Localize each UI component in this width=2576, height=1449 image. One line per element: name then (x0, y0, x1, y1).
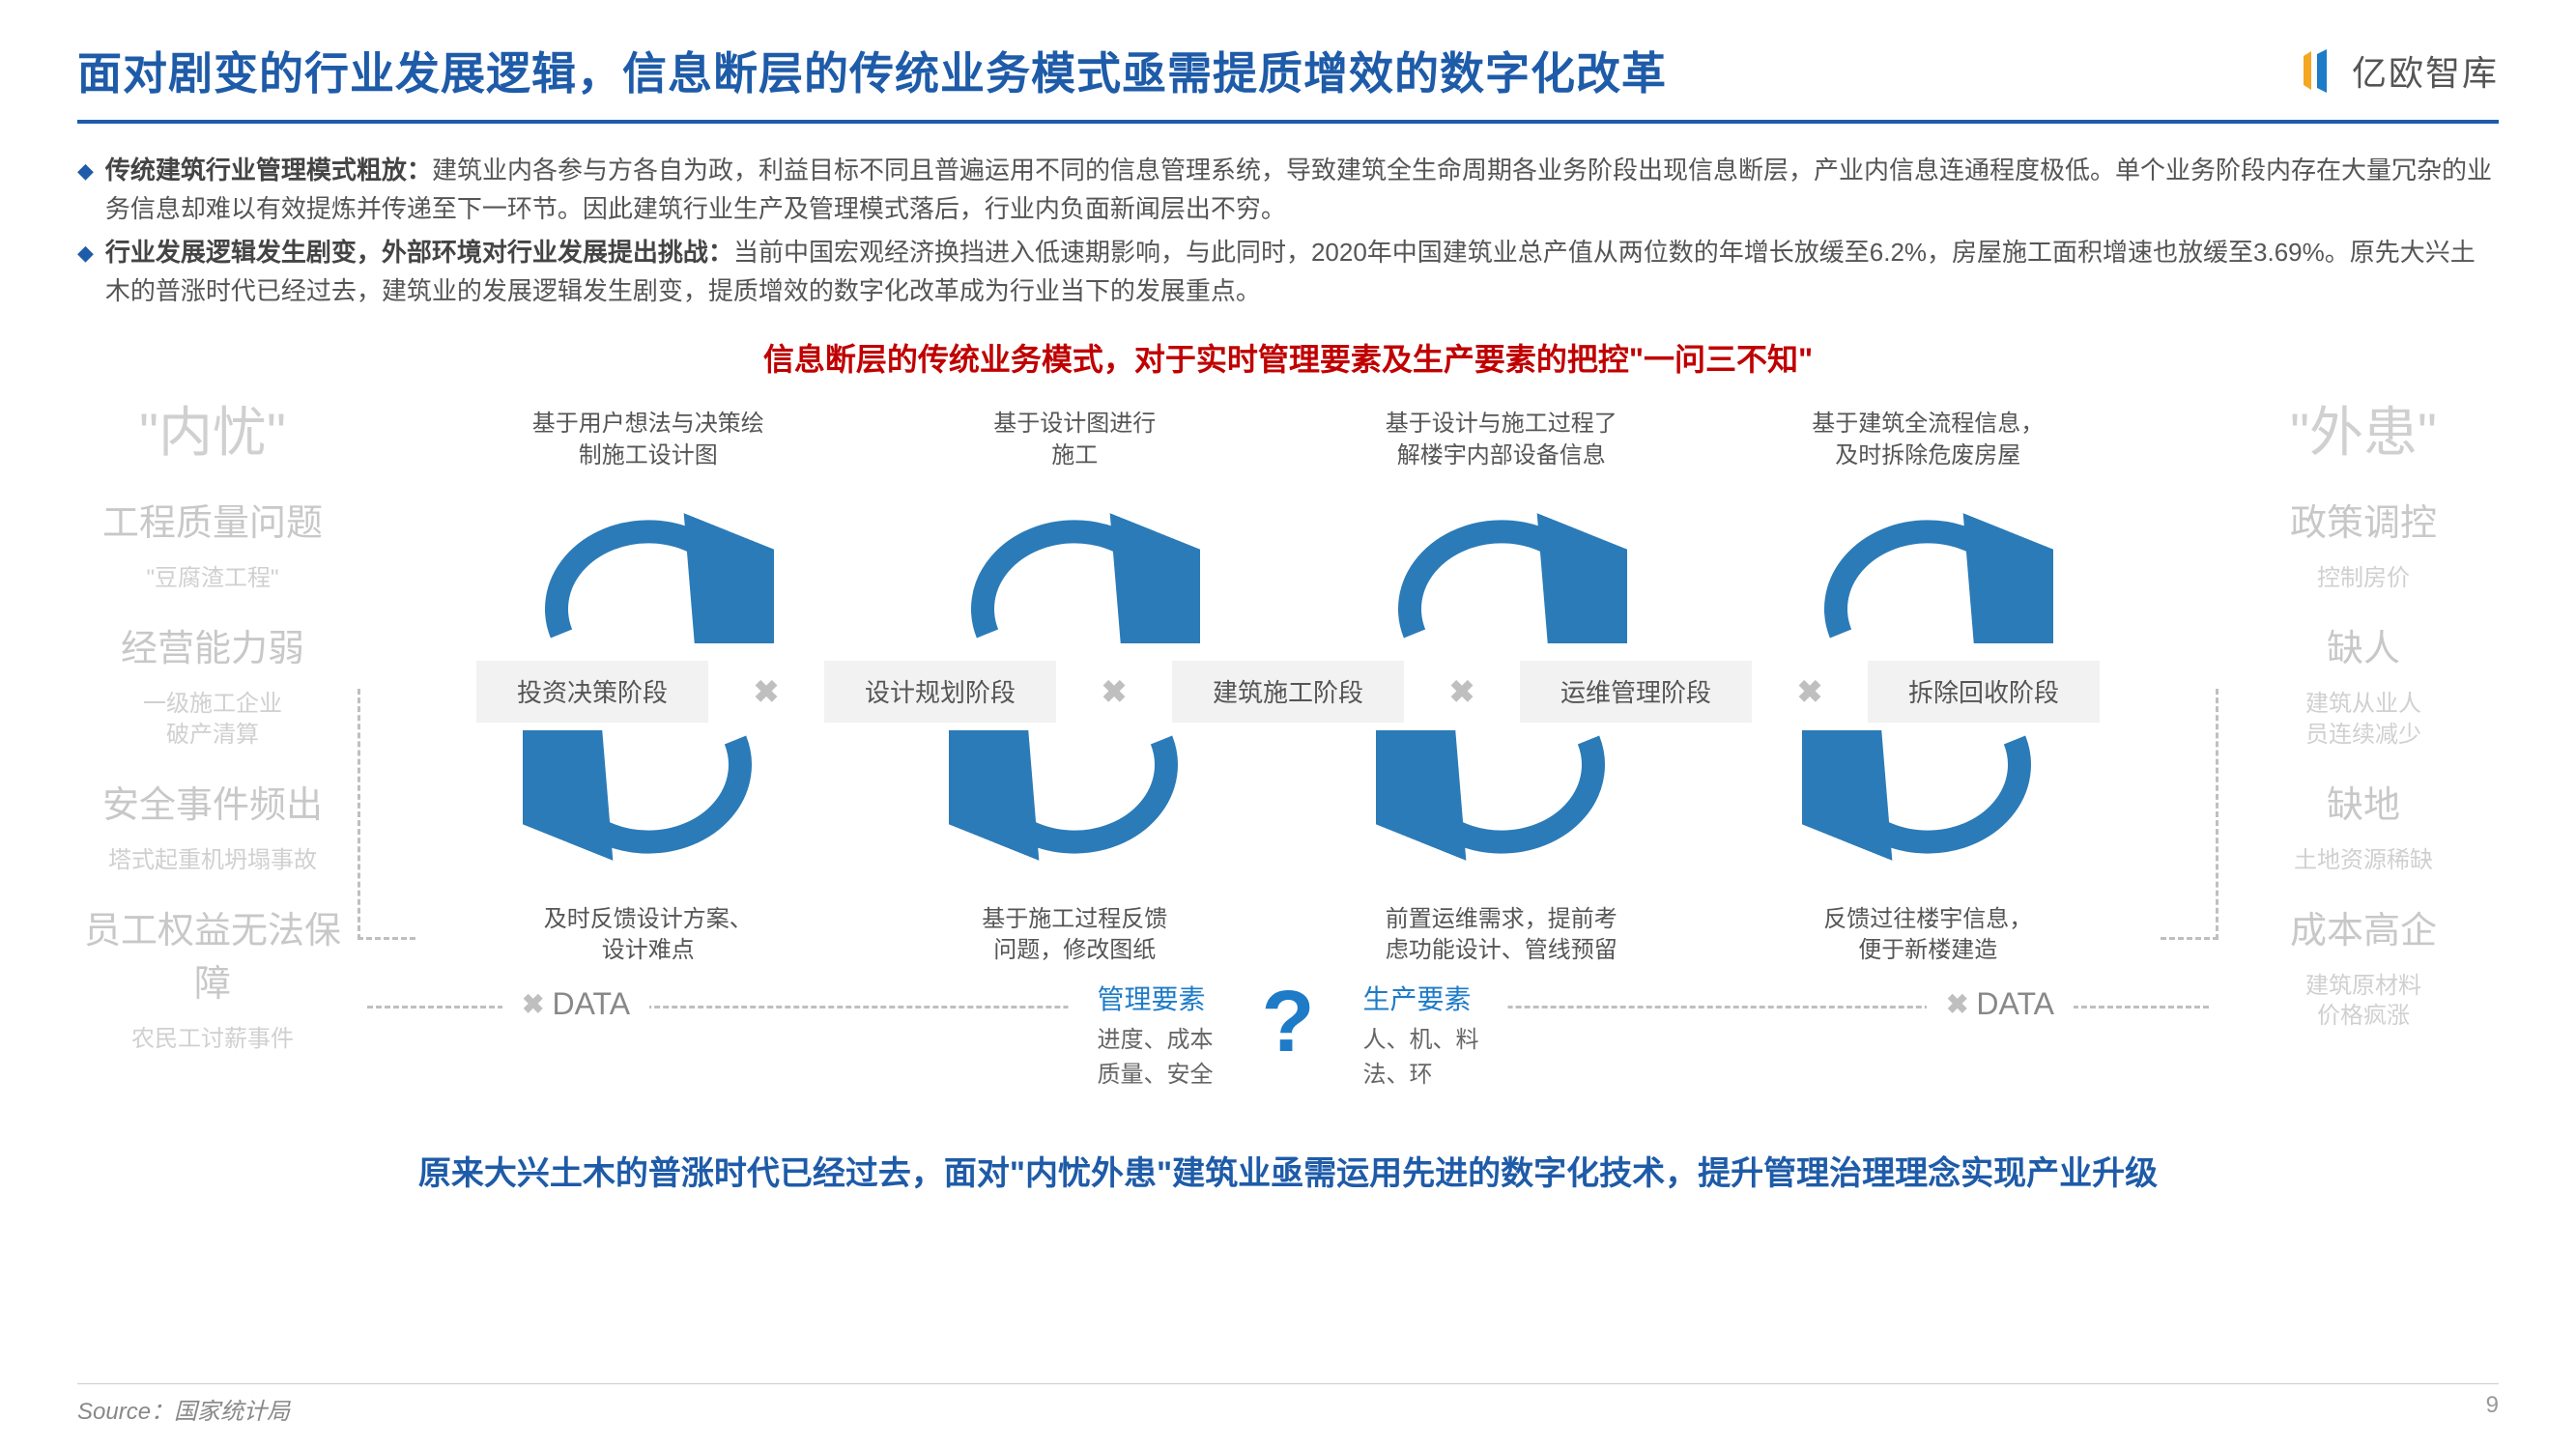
page-number: 9 (2486, 1392, 2499, 1426)
data-label: ✖DATA (1927, 986, 2074, 1022)
factor-sub: 法、环 (1362, 1058, 1478, 1093)
source-label: Source：国家统计局 (77, 1392, 290, 1426)
flow-label: 前置运维需求，提前考 虑功能设计、管线预留 (1332, 904, 1671, 967)
x-icon: ✖ (708, 673, 824, 710)
stage-row: 投资决策阶段 ✖ 设计规划阶段 ✖ 建筑施工阶段 ✖ 运维管理阶段 ✖ 拆除回收… (367, 661, 2209, 723)
stage-box: 投资决策阶段 (476, 661, 708, 723)
factor-head: 生产要素 (1362, 979, 1478, 1017)
side-title: "外患" (2228, 389, 2499, 468)
side-item: 缺地 (2228, 775, 2499, 828)
flow-diagram: 基于用户想法与决策绘 制施工设计图 基于设计图进行 施工 基于设计与施工过程了 … (367, 389, 2209, 1143)
logo-text: 亿欧智库 (2352, 45, 2499, 96)
diamond-icon: ◆ (77, 155, 94, 229)
arc-icon (1376, 730, 1627, 895)
x-icon: ✖ (1752, 673, 1868, 710)
flow-label: 基于设计图进行 施工 (905, 409, 1244, 471)
bullet-bold: 传统建筑行业管理模式粗放： (105, 156, 432, 185)
factor-head: 管理要素 (1098, 979, 1214, 1017)
question-icon: ? (1262, 979, 1315, 1065)
logo: 亿欧智库 (2294, 45, 2499, 96)
side-sub: 一级施工企业 破产清算 (77, 689, 348, 749)
bottom-arcs (367, 730, 2209, 904)
stage-box: 拆除回收阶段 (1868, 661, 2100, 723)
side-item: 政策调控 (2228, 493, 2499, 546)
factors: 管理要素 进度、成本 质量、安全 ? 生产要素 人、机、料 法、环 (1069, 979, 1508, 1093)
arc-icon (523, 730, 774, 895)
stage-box: 建筑施工阶段 (1172, 661, 1404, 723)
flow-label: 基于设计与施工过程了 解楼宇内部设备信息 (1332, 409, 1671, 471)
side-sub: 塔式起重机坍塌事故 (77, 845, 348, 875)
flow-label: 反馈过往楼宇信息， 便于新楼建造 (1759, 904, 2097, 967)
side-item: 员工权益无法保障 (77, 900, 348, 1007)
flow-label: 基于用户想法与决策绘 制施工设计图 (479, 409, 817, 471)
side-sub: 农民工讨薪事件 (77, 1024, 348, 1054)
arc-icon (1802, 730, 2053, 895)
side-item: 安全事件频出 (77, 775, 348, 828)
left-sidebar: "内忧" 工程质量问题 "豆腐渣工程" 经营能力弱 一级施工企业 破产清算 安全… (77, 389, 348, 1054)
factor-sub: 进度、成本 (1098, 1023, 1214, 1058)
stage-box: 运维管理阶段 (1520, 661, 1752, 723)
x-icon: ✖ (1404, 673, 1520, 710)
side-item: 成本高企 (2228, 900, 2499, 953)
factor-sub: 人、机、料 (1362, 1023, 1478, 1058)
arc-icon (949, 730, 1200, 895)
bullet-list: ◆ 传统建筑行业管理模式粗放：建筑业内各参与方各自为政，利益目标不同且普遍运用不同… (77, 151, 2499, 310)
bullet-text: 建筑业内各参与方各自为政，利益目标不同且普遍运用不同的信息管理系统，导致建筑全生… (105, 156, 2492, 223)
bullet-bold: 行业发展逻辑发生剧变，外部环境对行业发展提出挑战： (105, 238, 733, 267)
right-sidebar: "外患" 政策调控 控制房价 缺人 建筑从业人 员连续减少 缺地 土地资源稀缺 … (2228, 389, 2499, 1031)
side-item: 经营能力弱 (77, 618, 348, 671)
flow-label: 及时反馈设计方案、 设计难点 (479, 904, 817, 967)
data-label: ✖DATA (502, 986, 649, 1022)
flow-label: 基于建筑全流程信息， 及时拆除危废房屋 (1759, 409, 2097, 471)
data-strip: ✖DATA ✖DATA 管理要素 进度、成本 质量、安全 ? 生产要素 人、机、… (367, 986, 2209, 1141)
arc-icon (1376, 479, 1627, 643)
side-item: 工程质量问题 (77, 493, 348, 546)
side-item: 缺人 (2228, 618, 2499, 671)
side-title: "内忧" (77, 389, 348, 468)
x-icon: ✖ (1056, 673, 1172, 710)
arc-icon (523, 479, 774, 643)
stage-box: 设计规划阶段 (824, 661, 1056, 723)
page-title: 面对剧变的行业发展逻辑，信息断层的传统业务模式亟需提质增效的数字化改革 (77, 39, 1667, 102)
logo-icon (2294, 46, 2342, 95)
side-sub: 建筑原材料 价格疯涨 (2228, 971, 2499, 1031)
x-icon: ✖ (522, 988, 544, 1020)
diamond-icon: ◆ (77, 237, 94, 311)
arc-icon (1802, 479, 2053, 643)
factor-sub: 质量、安全 (1098, 1058, 1214, 1093)
x-icon: ✖ (1946, 988, 1968, 1020)
side-sub: 控制房价 (2228, 563, 2499, 593)
conclusion: 原来大兴土木的普涨时代已经过去，面对"内忧外患"建筑业亟需运用先进的数字化技术，… (77, 1147, 2499, 1194)
side-sub: "豆腐渣工程" (77, 563, 348, 593)
top-arcs (367, 479, 2209, 653)
section-heading: 信息断层的传统业务模式，对于实时管理要素及生产要素的把控"一问三不知" (77, 335, 2499, 380)
flow-label: 基于施工过程反馈 问题，修改图纸 (905, 904, 1244, 967)
side-sub: 建筑从业人 员连续减少 (2228, 689, 2499, 749)
arc-icon (949, 479, 1200, 643)
side-sub: 土地资源稀缺 (2228, 845, 2499, 875)
